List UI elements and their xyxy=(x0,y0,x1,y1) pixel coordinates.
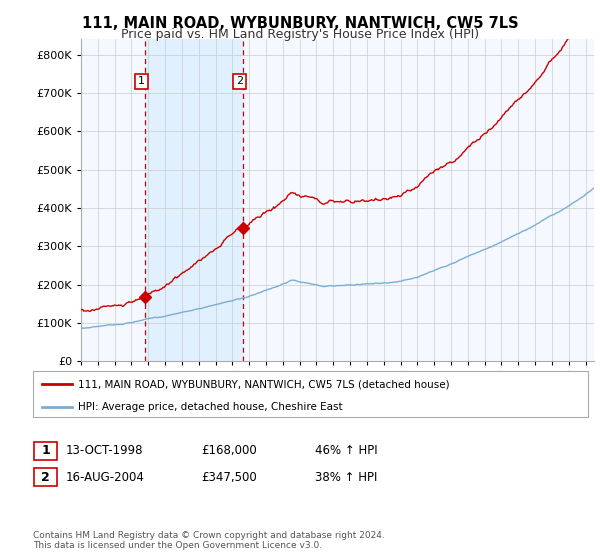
Text: 1: 1 xyxy=(138,76,145,86)
Text: Contains HM Land Registry data © Crown copyright and database right 2024.
This d: Contains HM Land Registry data © Crown c… xyxy=(33,530,385,550)
Text: 16-AUG-2004: 16-AUG-2004 xyxy=(66,470,145,484)
Text: £347,500: £347,500 xyxy=(201,470,257,484)
Text: 1: 1 xyxy=(41,444,50,458)
Text: 13-OCT-1998: 13-OCT-1998 xyxy=(66,444,143,458)
Text: 2: 2 xyxy=(236,76,243,86)
Text: 111, MAIN ROAD, WYBUNBURY, NANTWICH, CW5 7LS (detached house): 111, MAIN ROAD, WYBUNBURY, NANTWICH, CW5… xyxy=(78,379,449,389)
Text: 38% ↑ HPI: 38% ↑ HPI xyxy=(315,470,377,484)
Bar xyxy=(145,39,243,361)
Text: 111, MAIN ROAD, WYBUNBURY, NANTWICH, CW5 7LS: 111, MAIN ROAD, WYBUNBURY, NANTWICH, CW5… xyxy=(82,16,518,31)
Text: 2: 2 xyxy=(41,470,50,484)
Text: £168,000: £168,000 xyxy=(201,444,257,458)
Text: HPI: Average price, detached house, Cheshire East: HPI: Average price, detached house, Ches… xyxy=(78,402,343,412)
Text: Price paid vs. HM Land Registry's House Price Index (HPI): Price paid vs. HM Land Registry's House … xyxy=(121,28,479,41)
Text: 46% ↑ HPI: 46% ↑ HPI xyxy=(315,444,377,458)
